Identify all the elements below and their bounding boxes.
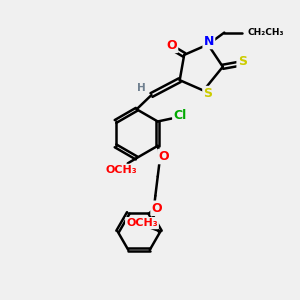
Text: H: H <box>137 83 146 94</box>
Text: O: O <box>167 39 177 52</box>
Text: O: O <box>158 150 169 163</box>
Text: OCH₃: OCH₃ <box>106 165 138 175</box>
Text: CH₂CH₃: CH₂CH₃ <box>248 28 284 37</box>
Text: OCH₃: OCH₃ <box>126 218 158 228</box>
Text: N: N <box>204 35 214 48</box>
Text: S: S <box>203 87 212 100</box>
Text: Cl: Cl <box>173 109 187 122</box>
Text: S: S <box>238 55 247 68</box>
Text: O: O <box>152 202 162 215</box>
